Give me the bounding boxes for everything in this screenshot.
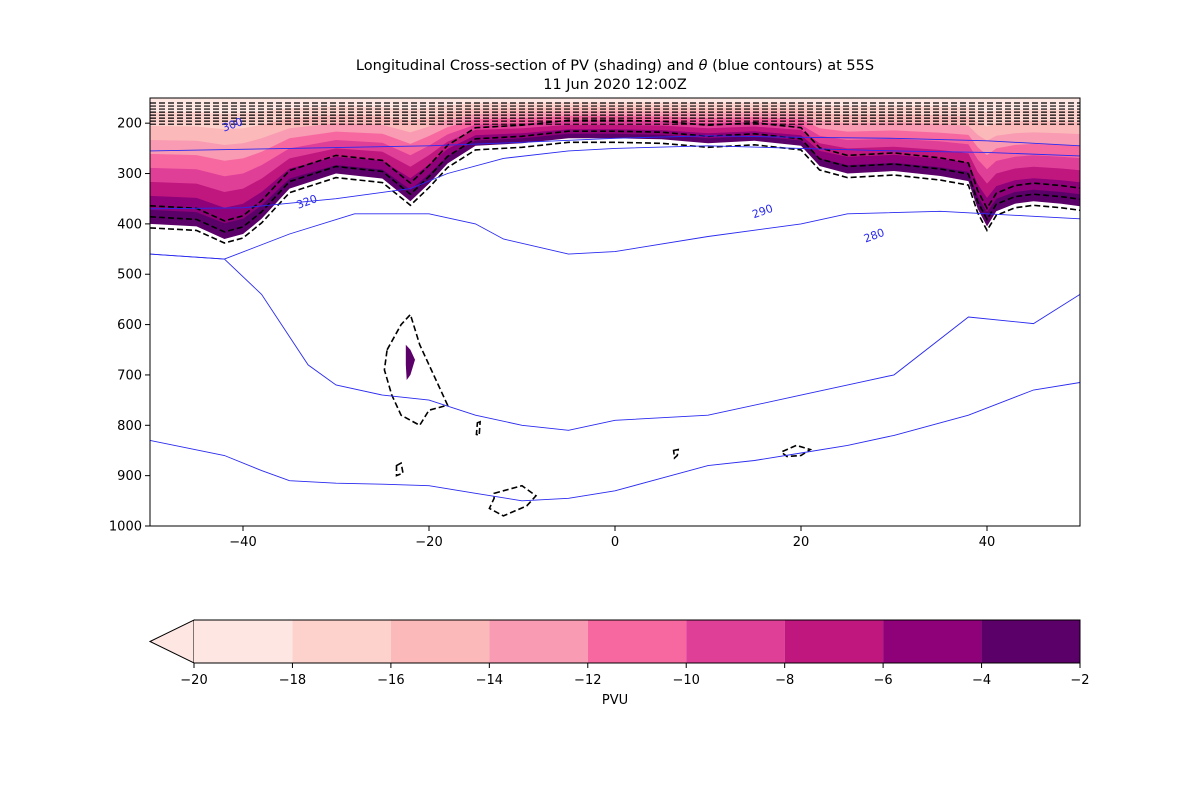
theta-label: 290 — [751, 202, 775, 221]
theta-contour-310 — [150, 210, 1080, 260]
x-tick-label: 40 — [979, 535, 996, 550]
colorbar-swatch — [883, 620, 982, 663]
dashed-contour — [672, 448, 680, 460]
colorbar-swatch — [194, 620, 293, 663]
y-tick-label: 600 — [117, 318, 142, 333]
colorbar-swatch — [784, 620, 884, 663]
theta-contour-320 — [150, 145, 1080, 210]
y-tick-label: 800 — [117, 419, 142, 434]
dashed-contour — [781, 444, 813, 458]
x-tick-label: 0 — [611, 535, 619, 550]
y-tick-label: 500 — [117, 268, 142, 283]
colorbar-tick-label: −10 — [673, 673, 700, 688]
y-tick-label: 1000 — [109, 520, 142, 535]
y-tick-label: 900 — [117, 469, 142, 484]
colorbar-swatch — [686, 620, 785, 663]
colorbar-tick-label: −14 — [476, 673, 503, 688]
pv-dashed-contour — [150, 119, 1080, 222]
y-tick-label: 200 — [117, 117, 142, 132]
dashed-contour — [395, 461, 404, 477]
y-tick-label: 300 — [117, 167, 142, 182]
title-suffix: (blue contours) at 55S — [707, 58, 874, 74]
colorbar-tick-label: −16 — [377, 673, 404, 688]
colorbar-swatch — [981, 620, 1080, 663]
colorbar-swatch — [292, 620, 391, 663]
x-tick-label: −40 — [229, 535, 256, 550]
chart-subtitle: 11 Jun 2020 12:00Z — [543, 77, 687, 93]
theta-label: 280 — [862, 226, 886, 245]
pv-dashed-contour — [150, 130, 1080, 233]
title-prefix: Longitudinal Cross-section of PV (shadin… — [356, 58, 699, 74]
chart-title: Longitudinal Cross-section of PV (shadin… — [356, 58, 874, 74]
x-tick-label: −20 — [415, 535, 442, 550]
colorbar-tick-label: −2 — [1070, 673, 1089, 688]
theta-label: 320 — [295, 192, 319, 211]
x-axis: −40 −20 0 20 40 — [229, 526, 995, 550]
colorbar-swatch — [587, 620, 687, 663]
colorbar-swatch — [489, 620, 588, 663]
colorbar-swatch — [390, 620, 490, 663]
colorbar-label: PVU — [602, 693, 628, 708]
colorbar-tick-label: −6 — [874, 673, 893, 688]
y-axis: 200 300 400 500 600 700 800 900 1000 — [109, 117, 150, 535]
colorbar-tick-label: −18 — [279, 673, 306, 688]
colorbar-tick-label: −4 — [972, 673, 991, 688]
y-tick-label: 400 — [117, 217, 142, 232]
colorbar: −20 −18 −16 −14 −12 −10 −8 −6 −4 −2 PVU — [148, 619, 1090, 708]
colorbar-tick-label: −8 — [775, 673, 794, 688]
y-tick-label: 700 — [117, 368, 142, 383]
dashed-contour — [475, 420, 481, 437]
colorbar-extend-triangle — [148, 619, 195, 664]
theta-contour-340 — [150, 135, 1080, 152]
dashed-contour — [488, 484, 538, 517]
colorbar-tick-label: −20 — [180, 673, 207, 688]
pv-blob — [405, 344, 415, 380]
dashed-contour — [383, 312, 449, 427]
x-tick-label: 20 — [793, 535, 810, 550]
colorbar-tick-label: −12 — [574, 673, 601, 688]
theta-contour-290 — [150, 382, 1080, 502]
colorbar-frame — [194, 619, 1081, 664]
pv-band — [150, 98, 1080, 114]
pv-dashed-contour — [150, 141, 1080, 244]
theta-contour-300 — [150, 253, 1080, 431]
title-theta: θ — [699, 58, 708, 74]
